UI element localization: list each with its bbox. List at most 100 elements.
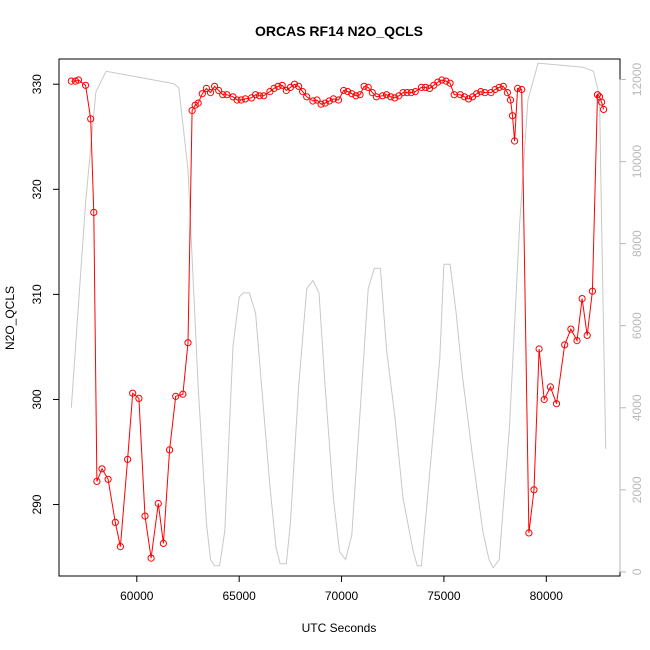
n2o-data-point <box>546 383 555 391</box>
n2o-data-point <box>135 394 143 402</box>
altitude-series-layer <box>70 62 607 569</box>
n2o-data-point <box>567 325 575 333</box>
n2o-data-point <box>417 83 425 92</box>
n2o-data-point <box>98 465 106 473</box>
y2-tick-label: 12000 <box>630 63 644 97</box>
n2o-data-point <box>598 98 606 106</box>
n2o-data-point <box>411 88 419 96</box>
n2o-data-point <box>356 91 364 99</box>
x-tick-label: 60000 <box>120 589 154 603</box>
n2o-data-point <box>495 83 503 92</box>
n2o-data-point <box>303 93 311 101</box>
n2o-data-point <box>116 543 125 551</box>
n2o-data-point <box>503 89 511 97</box>
n2o-data-point <box>256 92 264 100</box>
n2o-series-line <box>71 79 605 559</box>
n2o-data-point <box>600 105 608 114</box>
x-tick-label: 80000 <box>530 589 564 603</box>
n2o-data-point <box>464 95 473 103</box>
y2-tick-label: 6000 <box>630 312 644 339</box>
y-tick-label: 330 <box>30 74 44 94</box>
y2-tick-label: 10000 <box>630 145 644 179</box>
n2o-data-point <box>278 81 286 89</box>
y2-tick-label: 2000 <box>630 476 644 503</box>
n2o-data-point <box>252 91 260 99</box>
n2o-data-point <box>593 91 602 99</box>
n2o-data-point <box>510 137 519 145</box>
n2o-data-point <box>290 80 299 88</box>
x-tick-label: 70000 <box>325 589 359 603</box>
chart-title: ORCAS RF14 N2O_QCLS <box>255 23 423 39</box>
n2o-data-point <box>74 76 83 84</box>
plot-frame <box>58 58 621 577</box>
n2o-data-point <box>129 389 137 397</box>
n2o-data-point <box>159 539 167 548</box>
x-tick-label: 75000 <box>427 589 461 603</box>
n2o-data-point <box>188 106 196 115</box>
n2o-data-point <box>360 82 368 90</box>
n2o-data-point <box>446 79 454 87</box>
n2o-data-point <box>578 295 586 303</box>
n2o-data-point <box>438 76 446 84</box>
n2o-data-point <box>530 486 538 494</box>
n2o-data-point <box>325 97 333 105</box>
n2o-data-point <box>154 499 162 508</box>
n2o-data-point <box>352 92 360 100</box>
n2o-data-point <box>344 88 352 96</box>
n2o-data-point <box>67 77 75 85</box>
n2o-data-point <box>434 78 442 86</box>
n2o-data-point <box>364 83 372 92</box>
n2o-data-point <box>198 90 206 98</box>
n2o-data-point <box>141 512 149 520</box>
y-tick-label: 290 <box>30 494 44 514</box>
n2o-data-point <box>321 99 329 107</box>
n2o-data-point <box>573 337 581 345</box>
n2o-data-point <box>219 91 227 99</box>
n2o-data-point <box>518 85 526 94</box>
n2o-data-point <box>403 89 411 97</box>
n2o-data-point <box>206 89 215 97</box>
n2o-data-point <box>368 89 376 97</box>
n2o-data-point <box>317 100 325 108</box>
n2o-data-point <box>387 93 395 101</box>
y-axis-right: 0 2000 4000 6000 8000 10000 12000 <box>619 63 644 575</box>
n2o-data-point <box>460 93 468 101</box>
y2-tick-label: 8000 <box>630 230 644 257</box>
n2o-data-point <box>194 99 202 107</box>
n2o-data-point <box>442 77 450 85</box>
altitude-series-line <box>70 62 607 569</box>
x-tick-label: 65000 <box>222 589 256 603</box>
n2o-data-point <box>407 89 415 97</box>
n2o-data-point <box>124 455 132 463</box>
n2o-data-point <box>71 77 80 85</box>
n2o-data-point <box>90 208 98 216</box>
n2o-data-point <box>202 84 210 93</box>
n2o-data-point <box>223 91 231 99</box>
n2o-data-point <box>274 82 282 90</box>
n2o-data-point <box>147 554 155 562</box>
n2o-data-point <box>399 89 407 97</box>
n2o-data-point <box>334 96 343 104</box>
y-tick-label: 310 <box>30 284 44 304</box>
n2o-data-point <box>583 331 591 339</box>
n2o-data-point <box>508 112 517 120</box>
x-axis-label: UTC Seconds <box>302 621 377 635</box>
n2o-data-point <box>111 518 119 527</box>
y-axis-label: N2O_QCLS <box>3 286 17 350</box>
n2o-data-point <box>179 390 187 398</box>
n2o-data-point <box>421 83 430 92</box>
n2o-data-point <box>93 477 101 485</box>
n2o-data-point <box>514 84 522 93</box>
n2o-data-point <box>329 95 337 103</box>
n2o-data-point <box>104 475 112 483</box>
n2o-data-point <box>82 81 90 89</box>
n2o-data-point <box>561 341 569 349</box>
n2o-data-point <box>535 345 543 353</box>
x-axis: 60000 65000 70000 75000 80000 <box>120 575 564 603</box>
n2o-data-point <box>477 88 485 96</box>
y2-tick-label: 4000 <box>630 394 644 421</box>
y-tick-label: 300 <box>30 389 44 409</box>
y-tick-label: 320 <box>30 179 44 199</box>
